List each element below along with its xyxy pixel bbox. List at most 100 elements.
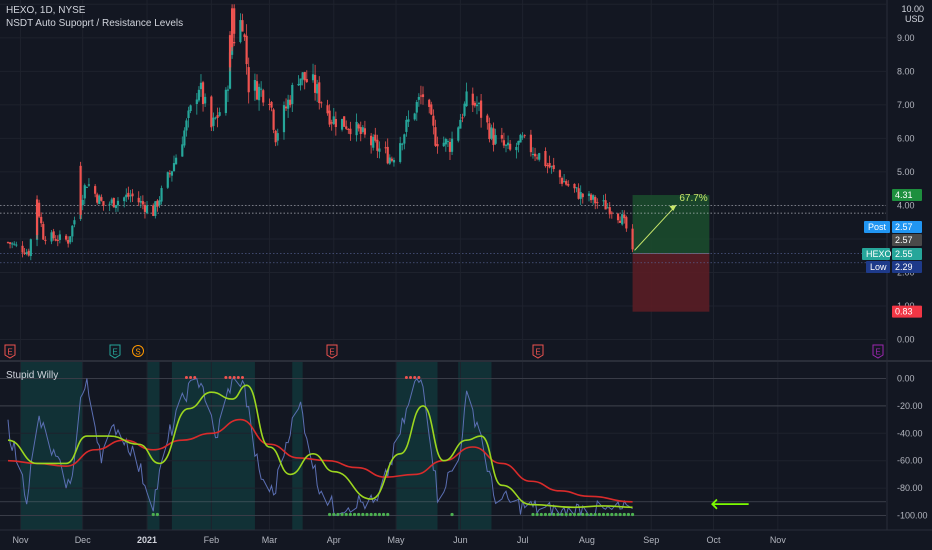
candle-body: [343, 116, 346, 127]
candle-body: [299, 78, 302, 86]
indicator-tick-label: -80.00: [897, 483, 923, 493]
earnings-icon: [532, 344, 544, 359]
candle-body: [268, 103, 271, 105]
oversold-dot: [348, 512, 352, 517]
candle-body: [436, 144, 439, 147]
shaded-period: [20, 362, 83, 530]
candle-body: [359, 127, 362, 135]
candle-body: [320, 102, 323, 104]
candle-body: [521, 136, 524, 138]
oversold-dot: [560, 512, 564, 517]
candle-body: [255, 81, 259, 100]
candle-body: [54, 239, 57, 241]
oversold-dot: [535, 512, 539, 517]
candle-body: [448, 142, 452, 152]
candle-body: [565, 181, 568, 185]
candle-body: [197, 89, 200, 101]
indicator-tick-label: -40.00: [897, 428, 923, 438]
candle-body: [23, 252, 26, 255]
candle-body: [442, 142, 445, 147]
candle-body: [212, 117, 215, 126]
oversold-dot: [552, 512, 556, 517]
earnings-icon: [109, 344, 121, 359]
candle-body: [563, 181, 566, 183]
event-marker[interactable]: E: [872, 344, 884, 359]
post-label-bg: [864, 221, 890, 233]
candle-body: [56, 239, 59, 241]
shaded-period: [292, 362, 303, 530]
candle-body: [434, 127, 437, 146]
candle-body: [577, 188, 580, 199]
indicator-shading: [20, 362, 492, 530]
candle-body: [604, 200, 607, 210]
candle-body: [432, 115, 435, 126]
event-letter: E: [875, 348, 880, 357]
candle-body: [504, 144, 508, 146]
fast-ma-line: [7, 384, 633, 509]
overbought-dot: [413, 376, 417, 379]
candle-body: [168, 173, 171, 175]
candle-body: [392, 159, 396, 163]
indicator-tick-label: -100.00: [897, 511, 928, 521]
low-price-tag-bg: [892, 261, 922, 273]
candle-body: [11, 243, 14, 245]
overbought-dot: [193, 376, 197, 379]
candle-body: [415, 101, 418, 113]
price-tick-label: 5.00: [897, 167, 915, 177]
overbought-dot: [224, 376, 228, 379]
price-tick-label: 6.00: [897, 133, 915, 143]
time-tick-label: Jun: [453, 535, 468, 545]
candle-body: [6, 242, 10, 244]
oversold-dot: [614, 512, 618, 517]
candle-body: [291, 84, 294, 104]
event-marker[interactable]: E: [4, 344, 16, 359]
candle-body: [35, 199, 39, 235]
candle-body: [399, 143, 402, 162]
candle-body: [517, 140, 520, 145]
candle-body: [616, 213, 620, 221]
williams-line: [7, 377, 633, 518]
currency-label: 10.00 USD: [901, 4, 924, 24]
candle-body: [330, 122, 333, 124]
candle-body: [500, 135, 503, 139]
oversold-dot: [606, 512, 610, 517]
study-title[interactable]: NSDT Auto Supoprt / Resistance Levels: [6, 18, 184, 29]
oversold-dot: [386, 512, 390, 517]
time-tick-label: 2021: [137, 535, 157, 545]
candle-body: [417, 96, 420, 100]
candle-body: [370, 135, 373, 146]
candle-body: [52, 231, 55, 239]
oversold-dot: [357, 512, 361, 517]
indicator-title[interactable]: Stupid Willy: [6, 370, 59, 381]
oversold-dot: [155, 512, 159, 517]
candle-body: [390, 158, 393, 161]
gain-percent-label: 67.7%: [679, 193, 707, 204]
candle-body: [619, 220, 622, 223]
candle-body: [216, 115, 219, 118]
candle-body: [519, 134, 522, 143]
overbought-dot: [409, 376, 413, 379]
event-marker[interactable]: E: [532, 344, 544, 359]
candle-body: [218, 112, 221, 116]
candle-body: [345, 126, 348, 129]
candle-body: [573, 183, 576, 189]
candle-body: [631, 228, 634, 250]
candle-body: [272, 109, 275, 130]
event-marker[interactable]: E: [326, 344, 338, 359]
candle-body: [592, 195, 595, 200]
oversold-dot: [332, 512, 336, 517]
candle-body: [160, 188, 163, 202]
candle-body: [102, 201, 105, 206]
candle-body: [98, 195, 101, 205]
candle-body: [114, 205, 117, 209]
shaded-period: [147, 362, 160, 530]
event-marker[interactable]: S: [132, 345, 144, 357]
oversold-dot: [450, 512, 454, 517]
event-letter: E: [329, 348, 334, 357]
event-letter: E: [7, 348, 12, 357]
candle-body: [486, 115, 489, 123]
event-marker[interactable]: E: [109, 344, 121, 359]
